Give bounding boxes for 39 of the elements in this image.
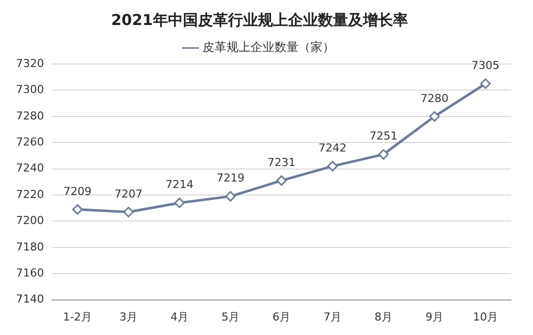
x-tick-label: 10月: [473, 310, 498, 324]
chart-title: 2021年中国皮革行业规上企业数量及增长率: [111, 10, 408, 29]
point: [378, 149, 389, 160]
legend-label: 皮革规上企业数量（家）: [202, 40, 334, 54]
x-tick-label: 1-2月: [63, 310, 92, 324]
y-tick-label: 7200: [16, 214, 44, 228]
y-tick-label: 7240: [16, 162, 44, 175]
x-tick-label: 8月: [374, 310, 392, 324]
point: [174, 198, 185, 208]
y-tick-label: 7300: [16, 83, 44, 96]
data-label: 7251: [370, 130, 398, 143]
data-label: 7280: [420, 92, 448, 105]
x-tick-label: 9月: [426, 310, 444, 324]
y-tick-label: 7280: [16, 109, 44, 122]
data-label: 7209: [63, 184, 92, 198]
data-label: 7242: [318, 142, 346, 155]
x-tick-label: 4月: [170, 310, 188, 324]
point: [276, 175, 287, 186]
y-tick-label: 7220: [16, 188, 44, 201]
x-tick-label: 5月: [221, 310, 240, 324]
data-label: 7231: [267, 156, 296, 169]
y-tick-label: 7140: [16, 292, 44, 306]
point: [225, 191, 236, 202]
x-tick-label: 3月: [119, 310, 138, 324]
point: [123, 206, 134, 218]
data-label: 7305: [472, 59, 500, 72]
data-label: 7219: [216, 172, 244, 185]
x-tick-label: 7月: [324, 310, 342, 324]
x-tick-label: 6月: [272, 310, 290, 324]
point: [72, 204, 83, 215]
data-label: 7207: [114, 187, 142, 200]
y-tick-label: 7260: [16, 135, 44, 148]
point: [429, 111, 440, 122]
y-tick-label: 7180: [16, 240, 44, 254]
point: [480, 78, 491, 89]
point: [327, 160, 338, 172]
y-tick-label: 7160: [16, 266, 44, 280]
data-label: 7214: [165, 178, 194, 192]
y-tick-label: 7320: [16, 56, 44, 70]
